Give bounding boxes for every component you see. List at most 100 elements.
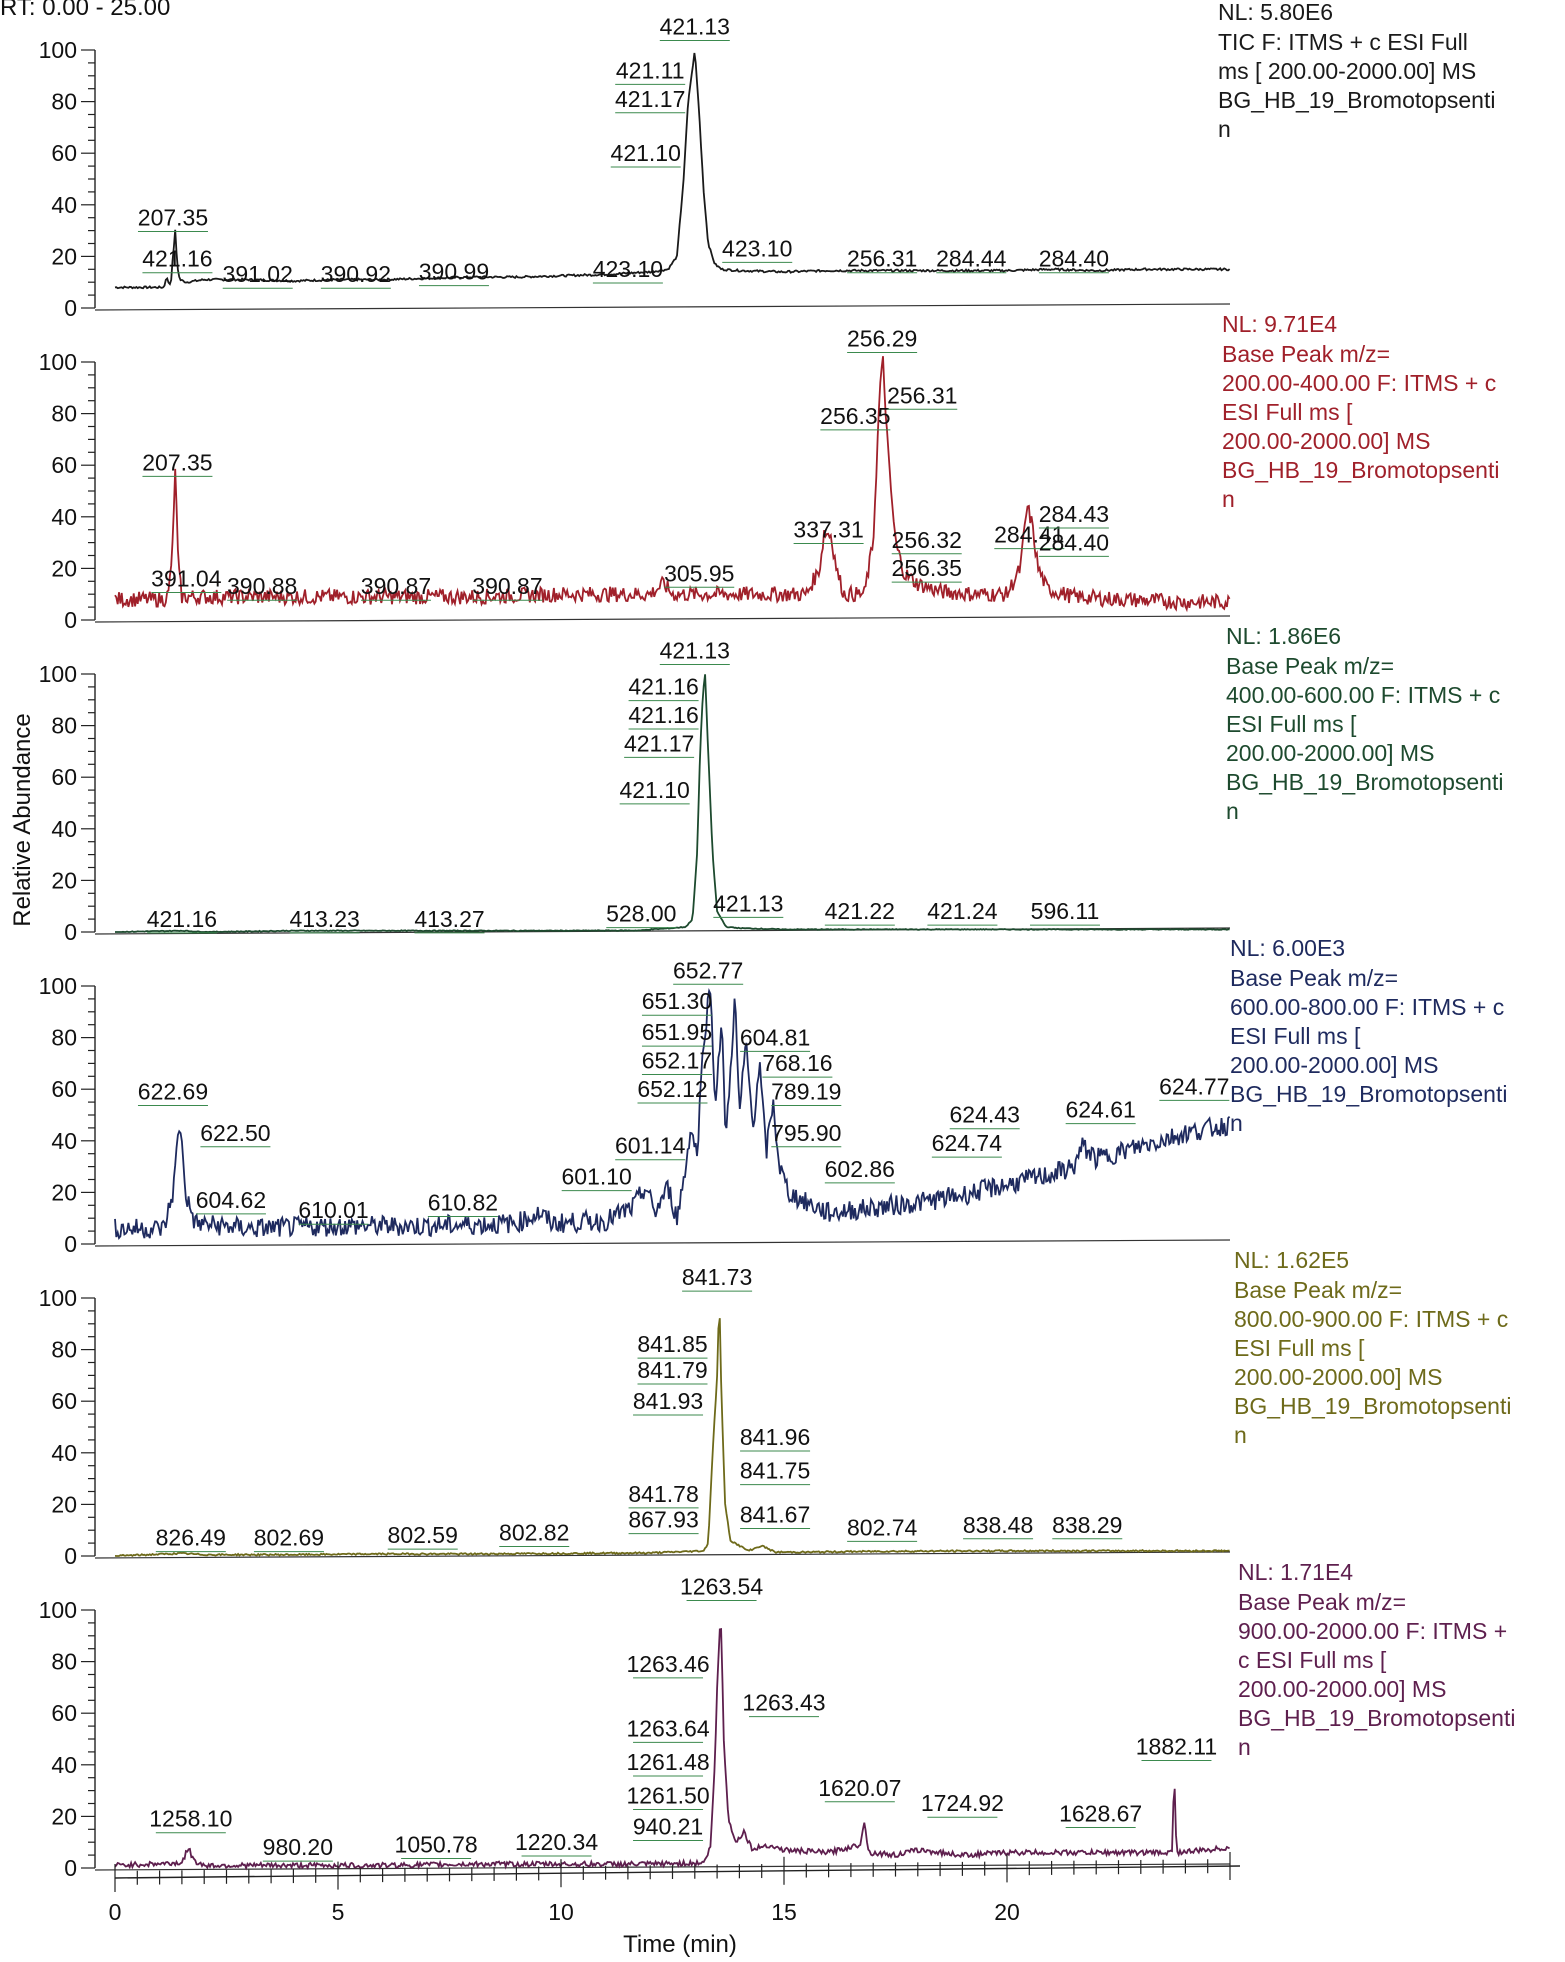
scan-filter-line: Base Peak m/z= [1230, 965, 1398, 991]
x-axis-line [114, 1865, 1241, 1879]
peak-label: 284.40 [1039, 246, 1109, 272]
y-tick-label: 20 [51, 1179, 77, 1205]
peak-label: 1261.48 [626, 1749, 709, 1775]
peak-label: 421.24 [927, 898, 998, 924]
peak-label: 622.50 [200, 1120, 270, 1146]
y-tick-label: 60 [51, 140, 77, 166]
scan-filter-line: Base Peak m/z= [1226, 653, 1394, 679]
peak-label: 980.20 [263, 1834, 333, 1860]
scan-filter-line: n [1230, 1110, 1243, 1136]
chromatogram-panel: 0 20 40 60 80 100 826.49 802.69 802.59 802.82 867.… [39, 1247, 1512, 1569]
peak-label: 841.67 [740, 1501, 810, 1527]
peak-label: 207.35 [138, 204, 208, 230]
y-tick-label: 40 [51, 504, 77, 530]
peak-label: 390.87 [361, 573, 431, 599]
retention-time-range: RT: 0.00 - 25.00 [0, 0, 171, 21]
peak-label: 1724.92 [921, 1790, 1004, 1816]
peak-label: 421.11 [616, 57, 685, 83]
peak-label: 610.01 [298, 1197, 368, 1223]
peak-label: 390.92 [321, 261, 391, 287]
chromatogram-trace [114, 356, 1231, 613]
peak-label: 789.19 [771, 1079, 841, 1105]
y-tick-label: 80 [51, 1337, 77, 1363]
y-tick-label: 0 [64, 607, 77, 633]
peak-label: 601.10 [562, 1164, 632, 1190]
peak-label: 841.93 [633, 1388, 703, 1414]
scan-filter-line: 200.00-2000.00] MS [1238, 1676, 1446, 1702]
y-tick-label: 20 [51, 243, 77, 269]
peak-label: 1258.10 [149, 1806, 232, 1832]
scan-filter-line: ESI Full ms [ [1222, 399, 1353, 425]
y-tick-label: 100 [39, 661, 77, 687]
peak-label: 284.41 [994, 522, 1064, 548]
peak-label: 305.95 [664, 560, 734, 586]
peak-label: 421.16 [147, 906, 217, 932]
y-tick-label: 60 [51, 1700, 77, 1726]
scan-filter-line: Base Peak m/z= [1238, 1589, 1406, 1615]
chromatogram-panel: 0 20 40 60 80 100 622.69 622.50 604.62 610.01 610.… [39, 935, 1508, 1257]
panel-baseline [94, 1239, 1231, 1247]
x-tick-label: 5 [332, 1899, 345, 1925]
scan-filter-line: ESI Full ms [ [1234, 1335, 1365, 1361]
peak-label: 391.04 [151, 565, 222, 591]
scan-filter-line: BG_HB_19_Bromotopsenti [1238, 1705, 1515, 1731]
peak-label: 423.10 [722, 235, 792, 261]
peak-label: 624.77 [1159, 1073, 1229, 1099]
normalization-level: NL: 9.71E4 [1222, 311, 1337, 337]
y-tick-label: 40 [51, 1440, 77, 1466]
x-tick-label: 10 [548, 1899, 574, 1925]
peak-label: 391.02 [223, 261, 293, 287]
y-tick-label: 40 [51, 1128, 77, 1154]
peak-label: 1263.43 [742, 1690, 825, 1716]
peak-label: 768.16 [762, 1050, 832, 1076]
peak-label: 256.31 [847, 246, 917, 272]
scan-filter-line: n [1226, 798, 1239, 824]
peak-label: 1882.11 [1136, 1733, 1217, 1759]
scan-filter-line: ms [ 200.00-2000.00] MS [1218, 58, 1476, 84]
peak-label: 1263.54 [680, 1574, 763, 1600]
peak-label: 622.69 [138, 1079, 208, 1105]
normalization-level: NL: 1.86E6 [1226, 623, 1341, 649]
y-tick-label: 80 [51, 1025, 77, 1051]
peak-label: 802.59 [388, 1522, 458, 1548]
peak-label: 256.29 [847, 326, 917, 352]
peak-label: 421.22 [825, 898, 895, 924]
peak-label: 421.13 [713, 890, 783, 916]
y-tick-label: 80 [51, 713, 77, 739]
peak-label: 838.29 [1052, 1512, 1122, 1538]
peak-label: 652.17 [642, 1048, 712, 1074]
peak-label: 802.74 [847, 1514, 918, 1540]
y-tick-label: 0 [64, 295, 77, 321]
normalization-level: NL: 1.71E4 [1238, 1559, 1353, 1585]
y-tick-label: 60 [51, 452, 77, 478]
peak-label: 596.11 [1031, 898, 1100, 924]
scan-filter-line: BG_HB_19_Bromotopsenti [1218, 87, 1495, 113]
y-tick-label: 20 [51, 867, 77, 893]
peak-label: 421.16 [628, 702, 698, 728]
scan-filter-line: c ESI Full ms [ [1238, 1647, 1387, 1673]
panels-group: 0 20 40 60 80 100 207.35 421.16 391.02 390.92 390.… [39, 0, 1516, 1881]
chromatogram-panel: 0 20 40 60 80 100 207.35 391.04 390.88 390.87 390.… [39, 311, 1500, 633]
scan-filter-line: BG_HB_19_Bromotopsenti [1230, 1081, 1507, 1107]
peak-label: 826.49 [156, 1525, 226, 1551]
peak-label: 1263.46 [626, 1651, 709, 1677]
normalization-level: NL: 6.00E3 [1230, 935, 1345, 961]
y-tick-label: 100 [39, 349, 77, 375]
scan-filter-line: 400.00-600.00 F: ITMS + c [1226, 682, 1500, 708]
time-axis: 0 5 10 15 20 [109, 1852, 1241, 1925]
peak-label: 421.10 [619, 777, 689, 803]
peak-label: 652.12 [637, 1076, 707, 1102]
y-tick-label: 20 [51, 1491, 77, 1517]
y-tick-label: 80 [51, 89, 77, 115]
peak-label: 421.13 [660, 638, 730, 664]
scan-filter-line: 900.00-2000.00 F: ITMS + [1238, 1618, 1507, 1644]
y-tick-label: 80 [51, 401, 77, 427]
peak-label: 652.77 [673, 957, 743, 983]
scan-filter-line: 200.00-2000.00] MS [1234, 1364, 1442, 1390]
panel-baseline [94, 1863, 1231, 1871]
peak-label: 604.81 [740, 1024, 810, 1050]
x-tick-label: 0 [109, 1899, 122, 1925]
peak-label: 284.44 [936, 246, 1007, 272]
scan-filter-line: 200.00-2000.00] MS [1226, 740, 1434, 766]
